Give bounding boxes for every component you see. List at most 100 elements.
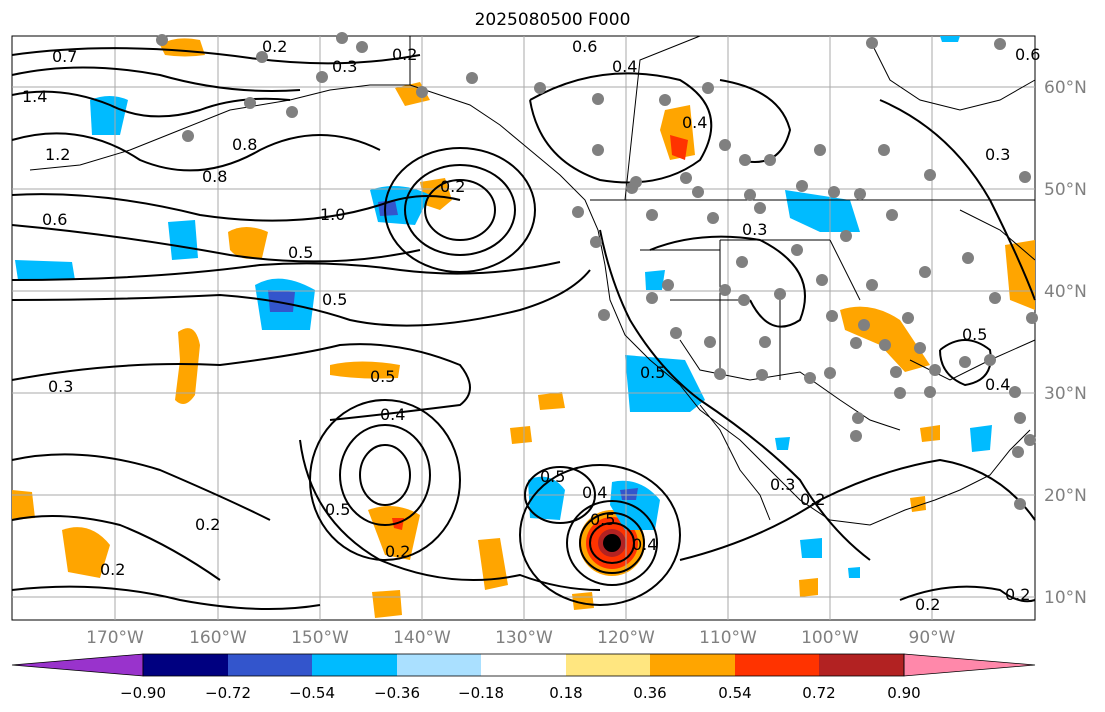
station-dot — [1014, 498, 1026, 510]
station-dot — [182, 130, 194, 142]
station-dot — [1019, 171, 1031, 183]
anomaly-patch — [62, 527, 110, 578]
station-dot — [156, 34, 168, 46]
station-dot — [902, 312, 914, 324]
station-dot — [707, 212, 719, 224]
colorbar-tick-label: 0.18 — [549, 684, 582, 702]
colorbar-extend-left — [11, 653, 144, 677]
colorbar-tick-label: −0.18 — [458, 684, 504, 702]
station-dot — [816, 274, 828, 286]
station-dot — [356, 41, 368, 53]
lat-label: 40°N — [1044, 282, 1087, 302]
station-dot — [814, 144, 826, 156]
station-dot — [592, 144, 604, 156]
colorbar-segment — [397, 654, 481, 676]
colorbar-segment — [228, 654, 312, 676]
lon-label: 130°W — [495, 628, 553, 648]
lon-label: 160°W — [189, 628, 247, 648]
station-dot — [572, 206, 584, 218]
contour-label: 1.4 — [22, 87, 47, 106]
colorbar-tick-label: −0.54 — [289, 684, 335, 702]
colorbar-tick-label: 0.54 — [718, 684, 751, 702]
station-dot — [466, 72, 478, 84]
station-dots — [156, 32, 1038, 510]
station-dot — [879, 339, 891, 351]
station-dot — [866, 37, 878, 49]
station-dot — [590, 236, 602, 248]
contour-label: 0.4 — [582, 483, 607, 502]
anomaly-patch — [910, 496, 926, 512]
contour-label: 0.3 — [48, 377, 73, 396]
contour-label: 0.8 — [202, 167, 227, 186]
station-dot — [704, 336, 716, 348]
lon-label: 90°W — [909, 628, 956, 648]
contour-label: 0.6 — [1015, 45, 1040, 64]
station-dot — [858, 319, 870, 331]
station-dot — [692, 186, 704, 198]
lon-label: 150°W — [291, 628, 349, 648]
contour-label: 0.5 — [590, 510, 615, 529]
contour-label: 0.2 — [915, 595, 940, 614]
grid-lines — [12, 36, 1035, 620]
contour-label: 0.2 — [385, 542, 410, 561]
lat-label: 60°N — [1044, 78, 1087, 98]
anomaly-patch — [670, 135, 688, 160]
anomaly-patch — [970, 425, 992, 452]
contour-label: 0.4 — [632, 535, 657, 554]
anomaly-patch — [920, 425, 940, 442]
station-dot — [828, 186, 840, 198]
contour-label: 0.6 — [572, 37, 597, 56]
station-dot — [826, 310, 838, 322]
station-dot — [744, 189, 756, 201]
lat-label: 30°N — [1044, 384, 1087, 404]
contour-label: 0.8 — [232, 135, 257, 154]
lon-label: 110°W — [699, 628, 757, 648]
colorbar-segment — [650, 654, 735, 676]
station-dot — [719, 284, 731, 296]
contour-label: 0.5 — [322, 290, 347, 309]
contour-label: 0.5 — [640, 363, 665, 382]
contour-label: 0.2 — [392, 45, 417, 64]
colorbar-extend-right — [903, 653, 1036, 677]
anomaly-patch — [528, 476, 565, 520]
lon-label: 120°W — [597, 628, 655, 648]
colorbar-tick-label: 0.72 — [802, 684, 835, 702]
contour-label: 0.2 — [100, 560, 125, 579]
station-dot — [659, 94, 671, 106]
anomaly-patch — [90, 96, 128, 135]
station-dot — [850, 430, 862, 442]
colorbar: −0.90 −0.72 −0.54 −0.36 −0.18 0.18 0.36 … — [11, 653, 1036, 702]
contour-label: 0.4 — [380, 405, 405, 424]
station-dot — [316, 71, 328, 83]
anomaly-patch — [268, 290, 295, 312]
station-dot — [680, 172, 692, 184]
station-dot — [796, 180, 808, 192]
colorbar-segment — [819, 654, 904, 676]
station-dot — [924, 386, 936, 398]
station-dot — [670, 327, 682, 339]
station-dot — [852, 412, 864, 424]
anomaly-patch — [168, 220, 198, 260]
colorbar-segment — [312, 654, 397, 676]
station-dot — [702, 82, 714, 94]
contour-label: 1.2 — [45, 145, 70, 164]
contour-label: 0.2 — [800, 490, 825, 509]
station-dot — [850, 337, 862, 349]
station-dot — [756, 369, 768, 381]
station-dot — [914, 342, 926, 354]
contour-label: 0.5 — [540, 467, 565, 486]
anomaly-patch — [478, 538, 508, 590]
station-dot — [416, 86, 428, 98]
anomaly-patch — [620, 488, 638, 500]
contour-label: 0.3 — [742, 220, 767, 239]
anomaly-patch — [228, 227, 268, 259]
contour-label: 0.2 — [262, 37, 287, 56]
anomaly-patch — [775, 437, 790, 450]
anomaly-patch — [645, 270, 665, 290]
station-dot — [804, 372, 816, 384]
anomaly-patch — [510, 426, 532, 444]
contour-label: 0.5 — [288, 243, 313, 262]
coastlines — [29, 35, 1036, 526]
station-dot — [286, 106, 298, 118]
map-title: 2025080500 F000 — [474, 10, 631, 30]
